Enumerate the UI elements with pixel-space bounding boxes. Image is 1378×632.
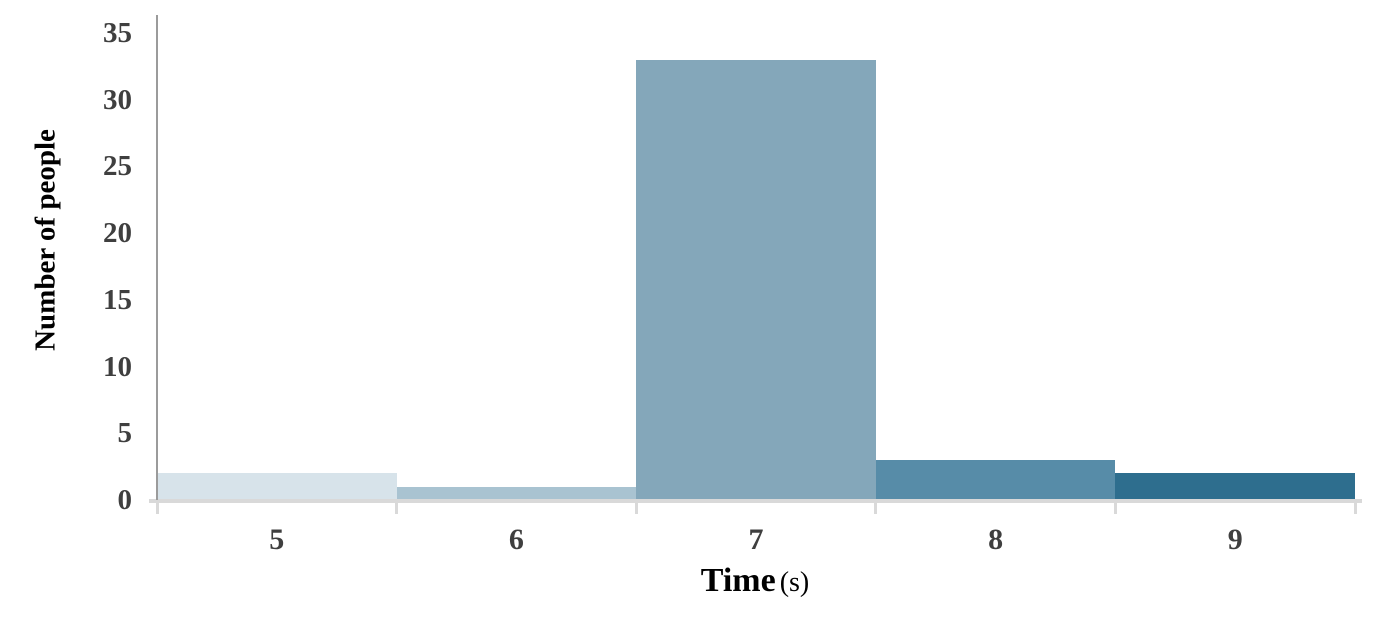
x-axis-title-text: Time: [700, 562, 776, 599]
x-axis-tick-mark: [634, 503, 638, 514]
x-tick-label-9: 9: [1227, 523, 1243, 556]
y-tick-label-15: 15: [103, 283, 132, 316]
y-tick-label-35: 35: [103, 17, 132, 49]
x-axis-tick-mark: [1353, 503, 1357, 514]
bar-7: [636, 59, 876, 500]
bar-9: [1115, 473, 1355, 500]
bar-6: [396, 486, 637, 500]
x-tick-label-8: 8: [988, 523, 1004, 556]
y-tick-label-5: 5: [117, 417, 133, 450]
y-tick-label-0: 0: [117, 484, 133, 516]
x-axis-tick-mark: [1113, 503, 1117, 514]
bar-5: [157, 473, 397, 500]
y-tick-label-20: 20: [103, 217, 132, 250]
x-axis-tick-mark: [395, 503, 399, 514]
y-tick-label-30: 30: [103, 83, 132, 116]
y-tick-label-25: 25: [103, 150, 132, 183]
x-axis-title: Time (s): [701, 562, 809, 600]
x-axis-line: [149, 499, 1362, 503]
x-axis-tick-mark: [155, 503, 159, 514]
x-tick-label-5: 5: [269, 523, 285, 556]
y-axis-line: [155, 15, 158, 500]
x-axis-tick-mark: [874, 503, 878, 514]
x-tick-label-7: 7: [748, 523, 764, 556]
x-axis-title-unit: (s): [779, 567, 810, 598]
bar-8: [875, 459, 1116, 500]
x-tick-label-6: 6: [508, 523, 524, 556]
y-tick-label-10: 10: [103, 350, 132, 383]
